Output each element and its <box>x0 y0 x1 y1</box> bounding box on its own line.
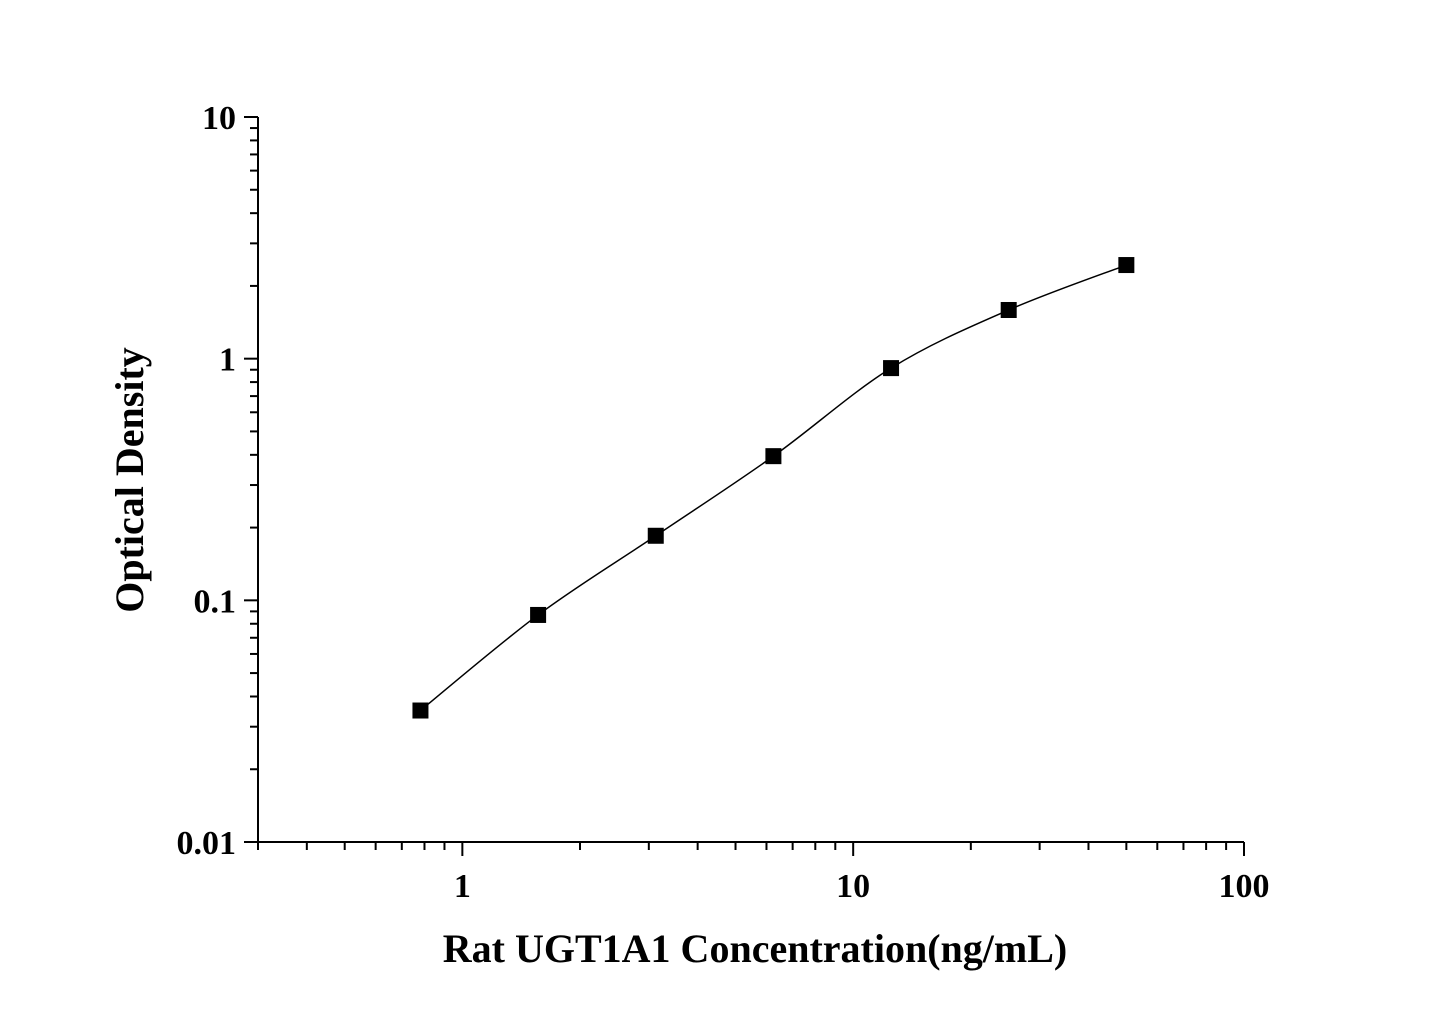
axes <box>257 117 1244 843</box>
data-point <box>883 360 900 377</box>
fit-line <box>419 264 1127 712</box>
data-point <box>530 606 547 623</box>
data-points <box>412 257 1135 719</box>
x-axis-label: Rat UGT1A1 Concentration(ng/mL) <box>443 926 1067 971</box>
y-tick-label: 10 <box>202 100 236 137</box>
y-tick-label: 0.1 <box>194 583 237 620</box>
y-tick-label: 1 <box>219 342 236 379</box>
x-tick-label: 100 <box>1219 868 1270 905</box>
y-axis-label: Optical Density <box>107 347 152 613</box>
data-point <box>765 448 782 465</box>
fit-curve <box>419 264 1127 712</box>
data-point <box>647 527 664 544</box>
data-point <box>1000 301 1017 318</box>
data-point <box>412 702 429 719</box>
x-tick-label: 10 <box>836 868 870 905</box>
y-tick-label: 0.01 <box>177 825 237 862</box>
ticks: 1 10 100 0.01 0.1 1 10 <box>177 100 1270 905</box>
x-tick-label: 1 <box>454 868 471 905</box>
data-point <box>1118 257 1135 274</box>
